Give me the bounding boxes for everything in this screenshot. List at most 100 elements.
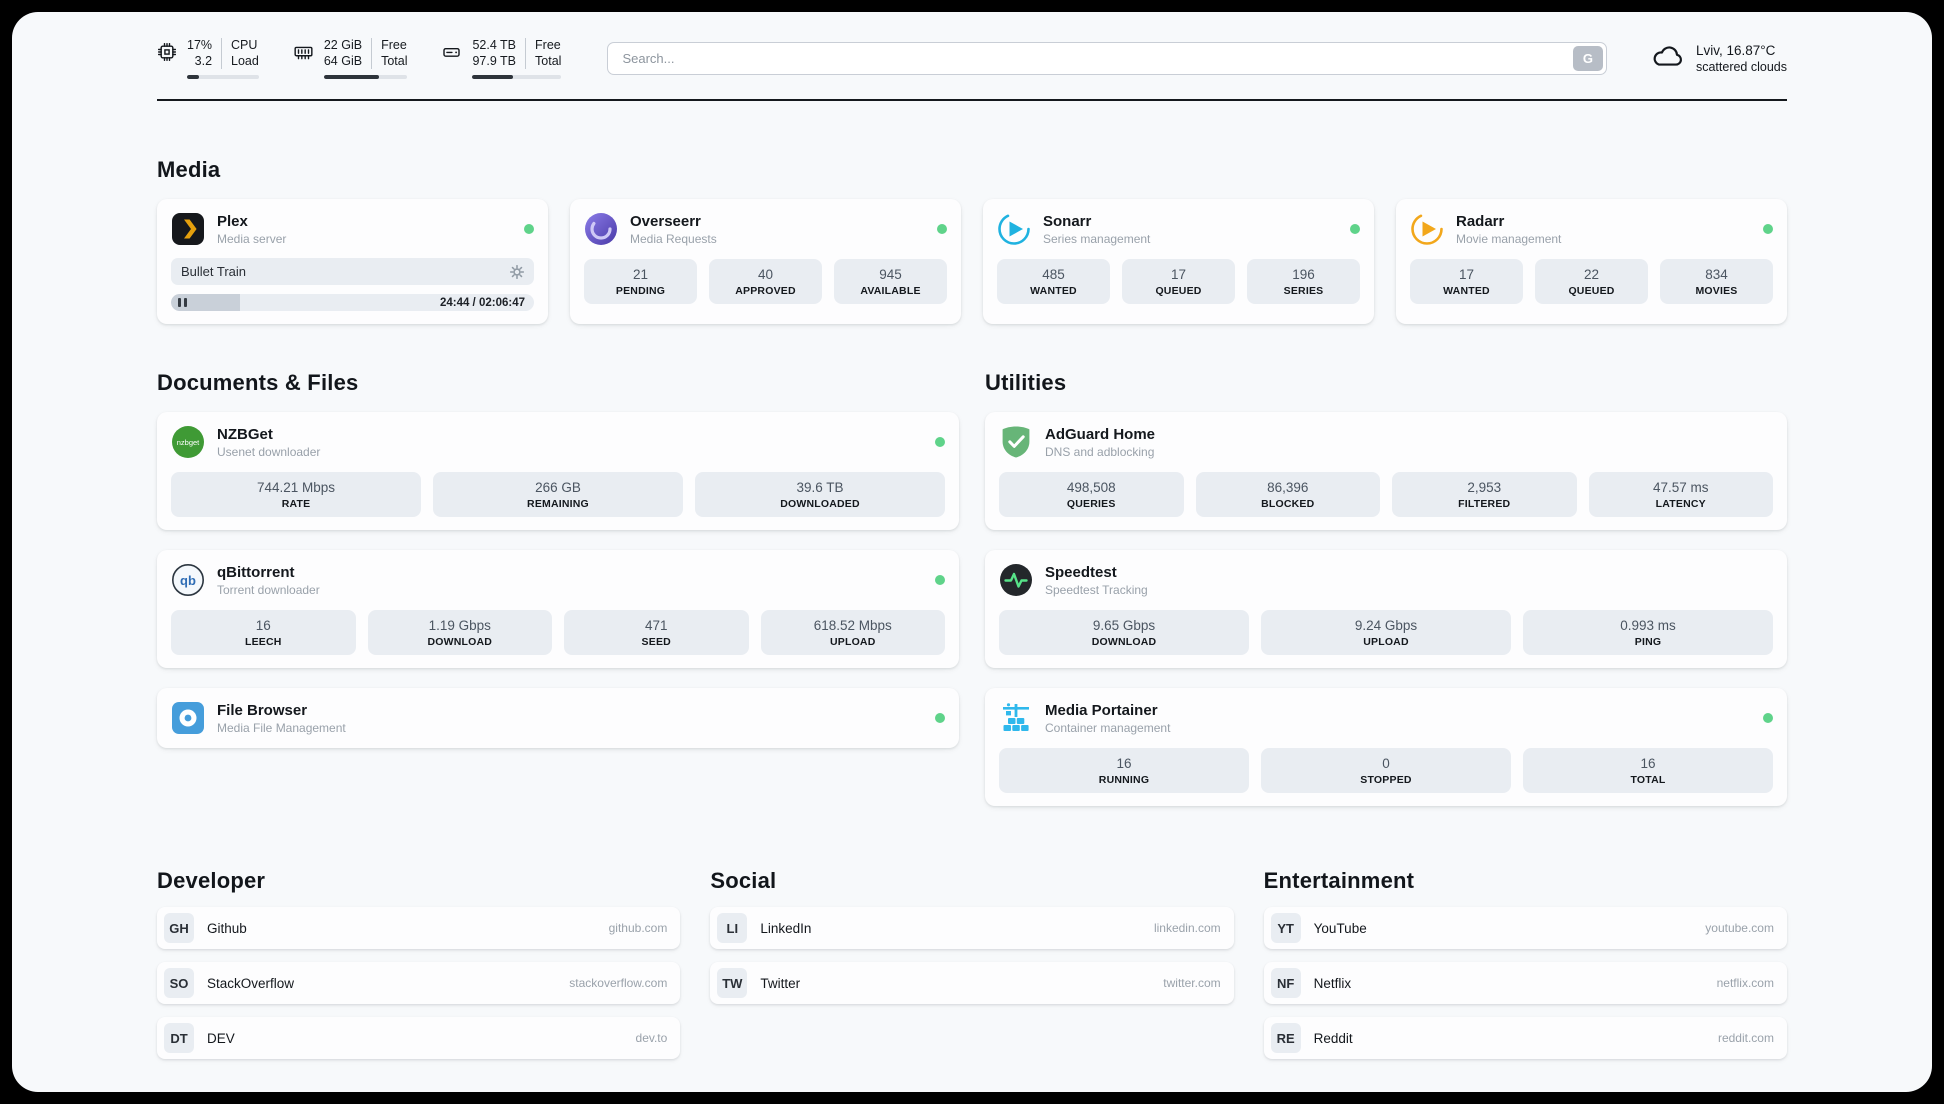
gear-icon[interactable] [510, 264, 524, 279]
stat-value: 498,508 [1066, 480, 1116, 495]
app-card-overseerr[interactable]: Overseerr Media Requests 21 PENDING 40 APP… [570, 199, 961, 324]
bookmark-url: linkedin.com [1153, 921, 1221, 935]
app-name: Media Portainer [1045, 701, 1158, 719]
cpu-load-value: 3.2 [194, 53, 213, 68]
app-subtitle: Media File Management [217, 720, 346, 735]
stat-label: BLOCKED [1261, 498, 1315, 510]
dashboard-frame: 17% 3.2 CPU Load 22 GiB [12, 12, 1932, 1092]
stat-label: UPLOAD [829, 636, 876, 648]
stat-download: 1.19 Gbps DOWNLOAD [367, 610, 552, 655]
stat-label: AVAILABLE [860, 285, 921, 297]
section-title-entertainment: Entertainment [1263, 868, 1415, 893]
status-dot [1350, 224, 1360, 234]
bookmark-youtube[interactable]: YT YouTube youtube.com [1263, 907, 1787, 949]
status-dot [935, 713, 945, 723]
status-dot [935, 437, 945, 447]
app-card-radarr[interactable]: Radarr Movie management 17 WANTED 22 QUEUE… [1396, 199, 1787, 324]
stat-blocked: 86,396 BLOCKED [1195, 472, 1380, 517]
app-stats: 485 WANTED 17 QUEUED 196 SERIES [997, 259, 1360, 304]
app-card-plex[interactable]: Plex Media server Bullet Train 24:44 / 0… [157, 199, 548, 324]
app-subtitle: Series management [1043, 231, 1151, 246]
app-subtitle: Media Requests [630, 231, 717, 246]
bookmark-abbr: LI [717, 913, 748, 943]
bookmark-reddit[interactable]: RE Reddit reddit.com [1263, 1017, 1787, 1059]
stat-series: 196 SERIES [1247, 259, 1360, 304]
header-divider [157, 99, 1787, 101]
memory-widget: 22 GiB 64 GiB Free Total [293, 38, 408, 79]
stat-label: QUEUED [1155, 285, 1202, 297]
bookmark-abbr: TW [717, 968, 748, 998]
media-grid: Plex Media server Bullet Train 24:44 / 0… [157, 199, 1787, 324]
plex-icon [171, 212, 205, 246]
disk-free-value: 52.4 TB [472, 38, 517, 52]
app-name: Radarr [1456, 212, 1505, 230]
bookmark-twitter[interactable]: TW Twitter twitter.com [710, 962, 1234, 1004]
bookmark-abbr: SO [164, 968, 194, 998]
bookmark-github[interactable]: GH Github github.com [157, 907, 681, 949]
app-header: nzbget NZBGet Usenet downloader [171, 425, 945, 459]
app-card-nzbget[interactable]: nzbget NZBGet Usenet downloader 744.21 M… [157, 412, 959, 530]
app-meta: Sonarr Series management [1043, 213, 1150, 246]
memory-total-value: 64 GiB [323, 53, 363, 68]
speedtest-icon [999, 563, 1033, 597]
bookmark-name: Twitter [760, 975, 801, 991]
bookmark-linkedin[interactable]: LI LinkedIn linkedin.com [710, 907, 1234, 949]
stat-queued: 22 QUEUED [1535, 259, 1648, 304]
stat-label: APPROVED [735, 285, 796, 297]
cpu-usage-value: 17% [187, 38, 213, 52]
stat-value: 86,396 [1267, 480, 1309, 495]
pause-icon[interactable] [178, 298, 187, 307]
bookmark-name: YouTube [1313, 920, 1367, 936]
bookmark-name: Reddit [1313, 1030, 1353, 1046]
bookmark-abbr: YT [1270, 913, 1301, 943]
filebrowser-icon [171, 701, 205, 735]
stat-label: SEED [641, 636, 671, 648]
cloud-icon [1651, 43, 1685, 75]
stat-label: MOVIES [1695, 285, 1738, 297]
memory-readout: 22 GiB 64 GiB Free Total [323, 38, 408, 79]
app-name: Speedtest [1045, 563, 1117, 581]
playback-progress-bar[interactable]: 24:44 / 02:06:47 [171, 294, 534, 311]
app-subtitle: Media server [217, 231, 287, 246]
disk-values: 52.4 TB 97.9 TB [472, 38, 527, 69]
stat-value: 17 [1458, 267, 1475, 282]
stat-value: 9.65 Gbps [1092, 618, 1156, 633]
weather-text: Lviv, 16.87°C scattered clouds [1696, 43, 1787, 74]
bookmark-netflix[interactable]: NF Netflix netflix.com [1263, 962, 1787, 1004]
app-card-filebrowser[interactable]: File Browser Media File Management [157, 688, 959, 748]
disk-label-bottom: Total [535, 53, 562, 68]
stat-label: DOWNLOAD [1091, 636, 1157, 648]
social-column: Social LI LinkedIn linkedin.com TW Twitt… [710, 868, 1234, 1004]
app-card-speedtest[interactable]: Speedtest Speedtest Tracking 9.65 Gbps DO… [985, 550, 1787, 668]
middle-columns: Documents & Files nzbget NZBGet Usenet d… [157, 370, 1787, 806]
app-header: AdGuard Home DNS and adblocking [999, 425, 1773, 459]
bookmark-name: LinkedIn [760, 920, 812, 936]
stat-total: 16 TOTAL [1523, 748, 1773, 793]
app-header: Media Portainer Container management [999, 701, 1773, 735]
stat-value: 17 [1170, 267, 1187, 282]
memory-icon [293, 38, 314, 62]
bookmark-stackoverflow[interactable]: SO StackOverflow stackoverflow.com [157, 962, 681, 1004]
stat-wanted: 485 WANTED [997, 259, 1110, 304]
stat-seed: 471 SEED [564, 610, 749, 655]
app-card-sonarr[interactable]: Sonarr Series management 485 WANTED 17 QUE… [983, 199, 1374, 324]
bookmark-columns: Developer GH Github github.com SO StackO… [157, 868, 1787, 1059]
app-card-qbittorrent[interactable]: qb qBittorrent Torrent downloader 16 LEEC… [157, 550, 959, 668]
app-meta: File Browser Media File Management [217, 702, 346, 735]
app-card-portainer[interactable]: Media Portainer Container management 16 R… [985, 688, 1787, 806]
stat-value: 2,953 [1467, 480, 1502, 495]
stat-label: DOWNLOADED [780, 498, 860, 510]
nzbget-icon: nzbget [171, 425, 205, 459]
weather-condition: scattered clouds [1695, 60, 1787, 74]
app-subtitle: Container management [1045, 720, 1171, 735]
search-engine-button[interactable]: G [1572, 46, 1603, 71]
stat-leech: 16 LEECH [171, 610, 356, 655]
search-input[interactable] [607, 42, 1607, 75]
utilities-column: Utilities AdGuard Home DNS and adblockin… [985, 370, 1787, 806]
stat-label: RATE [281, 498, 311, 510]
bookmark-dev[interactable]: DT DEV dev.to [157, 1017, 681, 1059]
memory-progress-fill [323, 75, 380, 79]
disk-total-value: 97.9 TB [472, 53, 517, 68]
section-title-media: Media [157, 157, 221, 182]
app-card-adguard[interactable]: AdGuard Home DNS and adblocking 498,508 Q… [985, 412, 1787, 530]
